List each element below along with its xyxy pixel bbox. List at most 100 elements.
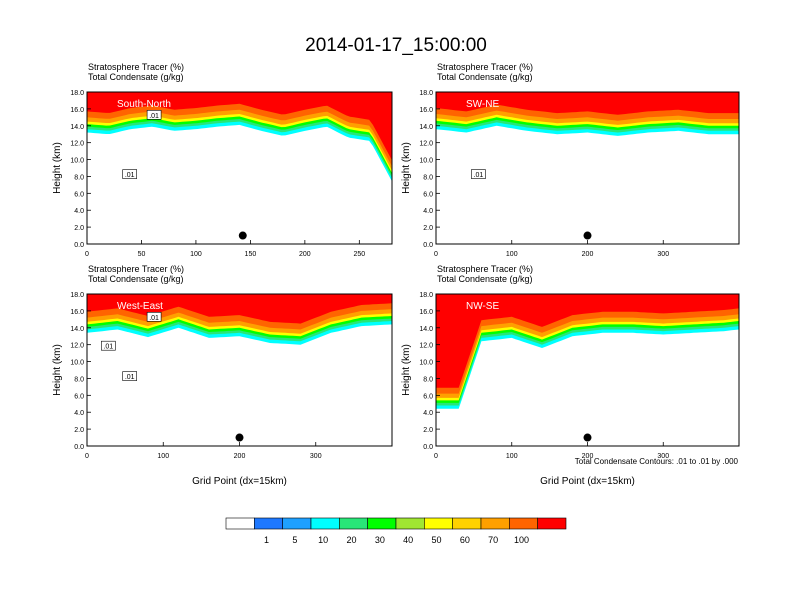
- colorbar-swatch: [339, 517, 368, 530]
- colorbar: 1 5 10 20 30 40 50 60 70 100: [225, 517, 567, 545]
- panel-west-east: Stratosphere Tracer (%)Total Condensate …: [52, 264, 393, 487]
- contour-label-box: [122, 371, 137, 381]
- y-tick-label: 16.0: [70, 309, 84, 316]
- y-tick-label: 2.0: [423, 427, 433, 434]
- x-tick-label: 0: [85, 251, 89, 258]
- y-axis-label: Height (km): [401, 142, 412, 194]
- y-tick-label: 8.0: [74, 174, 84, 181]
- colorbar-swatch: [395, 517, 425, 530]
- x-tick-label: 100: [506, 453, 518, 460]
- y-tick-label: 8.0: [74, 376, 84, 383]
- colorbar-label: 10: [318, 535, 328, 545]
- y-tick-label: 10.0: [70, 158, 84, 165]
- y-tick-label: 18.0: [70, 292, 84, 299]
- y-tick-label: 6.0: [74, 191, 84, 198]
- y-tick-label: 8.0: [423, 376, 433, 383]
- y-axis-label: Height (km): [52, 344, 63, 396]
- colorbar-label: 1: [264, 535, 269, 545]
- x-tick-label: 0: [85, 453, 89, 460]
- x-axis-label: Grid Point (dx=15km): [192, 476, 287, 487]
- y-tick-label: 12.0: [419, 343, 433, 350]
- colorbar-label: 5: [292, 535, 297, 545]
- y-tick-label: 18.0: [419, 90, 433, 97]
- y-tick-label: 2.0: [423, 225, 433, 232]
- x-tick-label: 300: [310, 453, 322, 460]
- y-tick-label: 0.0: [74, 444, 84, 451]
- colorbar-swatch: [509, 517, 538, 530]
- y-tick-label: 0.0: [74, 242, 84, 249]
- contour-label-box: [146, 312, 162, 322]
- colorbar-label: 50: [431, 535, 441, 545]
- y-tick-label: 10.0: [419, 158, 433, 165]
- colorbar-label: 30: [375, 535, 385, 545]
- y-tick-label: 14.0: [419, 124, 433, 131]
- colorbar-label: 60: [460, 535, 470, 545]
- x-tick-label: 100: [190, 251, 202, 258]
- y-tick-label: 16.0: [419, 107, 433, 114]
- colorbar-swatch: [310, 517, 340, 530]
- y-tick-label: 18.0: [70, 90, 84, 97]
- contour-label: .01: [149, 113, 159, 120]
- panel-subtitle-tracer: Stratosphere Tracer (%): [88, 264, 184, 274]
- colorbar-swatch: [282, 517, 312, 530]
- panel-subtitle-tracer: Stratosphere Tracer (%): [437, 264, 533, 274]
- contour-label: .01: [149, 315, 159, 322]
- y-tick-label: 4.0: [74, 208, 84, 215]
- colorbar-swatch: [225, 517, 255, 530]
- y-tick-label: 14.0: [419, 326, 433, 333]
- plot-area: [87, 92, 392, 244]
- y-tick-label: 18.0: [419, 292, 433, 299]
- contour-label-box: [146, 110, 162, 120]
- location-marker: [238, 231, 247, 240]
- contour-label: .01: [125, 172, 135, 179]
- colorbar-label: 20: [346, 535, 356, 545]
- tracer-band-6: [436, 294, 739, 388]
- tracer-band-6: [87, 294, 392, 324]
- x-tick-label: 300: [657, 453, 669, 460]
- y-tick-label: 14.0: [70, 124, 84, 131]
- panel-nw-se: Stratosphere Tracer (%)Total Condensate …: [401, 264, 740, 487]
- contour-label-box: [471, 169, 486, 179]
- y-tick-label: 4.0: [423, 208, 433, 215]
- y-tick-label: 6.0: [423, 393, 433, 400]
- x-tick-label: 50: [138, 251, 146, 258]
- colorbar-label: 40: [403, 535, 413, 545]
- tracer-band-5: [436, 294, 739, 394]
- y-axis-label: Height (km): [401, 344, 412, 396]
- x-tick-label: 100: [506, 251, 518, 258]
- panel-south-north: Stratosphere Tracer (%)Total Condensate …: [52, 62, 393, 258]
- panel-region-label: NW-SE: [466, 301, 499, 312]
- contour-label-box: [122, 169, 137, 179]
- colorbar-swatch: [452, 517, 482, 530]
- tracer-band-5: [87, 92, 392, 167]
- colorbar-swatch: [537, 517, 567, 530]
- panel-subtitle-condensate: Total Condensate (g/kg): [88, 72, 184, 82]
- location-marker: [235, 433, 244, 442]
- y-tick-label: 16.0: [419, 309, 433, 316]
- colorbar-swatch: [424, 517, 453, 530]
- y-tick-label: 0.0: [423, 444, 433, 451]
- y-tick-label: 6.0: [74, 393, 84, 400]
- x-tick-label: 100: [157, 453, 169, 460]
- panel-sw-ne: Stratosphere Tracer (%)Total Condensate …: [401, 62, 740, 258]
- x-tick-label: 200: [299, 251, 311, 258]
- x-tick-label: 200: [582, 251, 594, 258]
- y-tick-label: 12.0: [70, 343, 84, 350]
- x-tick-label: 200: [234, 453, 246, 460]
- y-tick-label: 6.0: [423, 191, 433, 198]
- colorbar-swatch: [480, 517, 510, 530]
- contour-label: .01: [474, 172, 484, 179]
- location-marker: [583, 433, 592, 442]
- panel-region-label: SW-NE: [466, 99, 499, 110]
- panel-subtitle-condensate: Total Condensate (g/kg): [88, 274, 184, 284]
- tracer-band-6: [436, 92, 739, 115]
- plot-frame: [86, 91, 393, 245]
- panels: Stratosphere Tracer (%)Total Condensate …: [52, 62, 740, 487]
- panel-subtitle-condensate: Total Condensate (g/kg): [437, 274, 533, 284]
- x-tick-label: 0: [434, 453, 438, 460]
- y-tick-label: 0.0: [423, 242, 433, 249]
- y-tick-label: 16.0: [70, 107, 84, 114]
- colorbar-swatch: [367, 517, 397, 530]
- contour-label: .01: [125, 374, 135, 381]
